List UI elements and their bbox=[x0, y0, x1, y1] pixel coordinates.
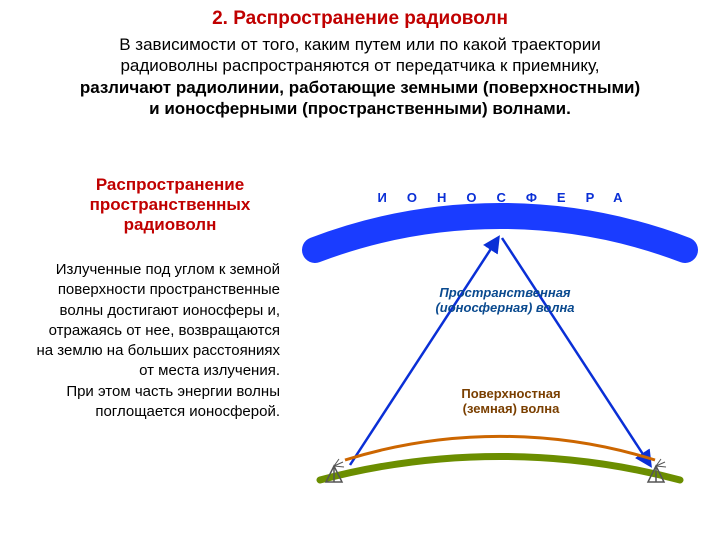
left-body-text: Излученные под углом к земной поверхност… bbox=[30, 260, 280, 422]
surface-wave-label-line2: (земная) волна bbox=[463, 401, 560, 416]
slide: 2. Распространение радиоволн В зависимос… bbox=[0, 0, 720, 540]
sky-wave-label-line1: Пространственная bbox=[439, 285, 570, 300]
diagram-svg bbox=[300, 170, 700, 520]
sky-wave-label: Пространственная (ионосферная) волна bbox=[420, 285, 590, 315]
surface-wave-label-line1: Поверхностная bbox=[461, 386, 560, 401]
surface-wave-label: Поверхностная (земная) волна bbox=[435, 385, 587, 419]
sky-wave-label-line2: (ионосферная) волна bbox=[435, 300, 574, 315]
intro-text: В зависимости от того, каким путем или п… bbox=[40, 34, 680, 119]
ionosphere-label: ИОНОСФЕРА bbox=[370, 190, 650, 205]
intro-line: В зависимости от того, каким путем или п… bbox=[119, 35, 601, 54]
intro-line: различают радиолинии, работающие земными… bbox=[80, 78, 640, 97]
radio-wave-diagram: ИОНОСФЕРА Пространственная (ионосферная)… bbox=[300, 170, 700, 520]
slide-title: 2. Распространение радиоволн bbox=[0, 8, 720, 30]
left-subtitle: Распространение пространственных радиово… bbox=[60, 175, 280, 235]
intro-line: и ионосферными (пространственными) волна… bbox=[149, 99, 571, 118]
intro-line: радиоволны распространяются от передатчи… bbox=[120, 56, 599, 75]
